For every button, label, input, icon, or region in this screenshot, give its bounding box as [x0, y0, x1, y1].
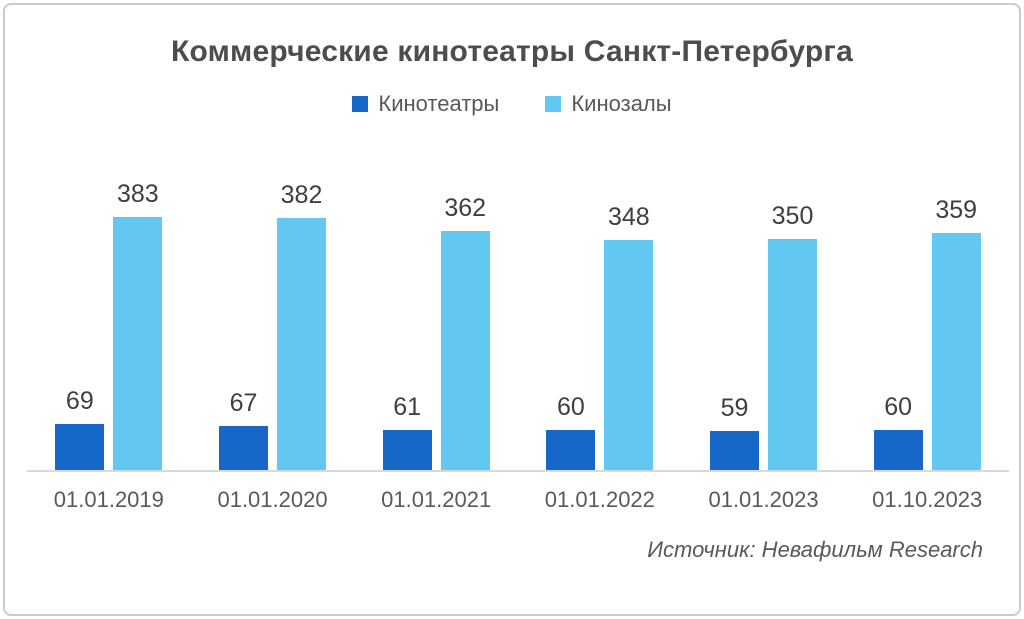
bar-column: 362 — [440, 194, 490, 470]
bar-column: 67 — [219, 389, 268, 470]
x-axis-label: 01.01.2020 — [217, 487, 328, 512]
bar-series-1 — [931, 233, 981, 470]
bar-group-0: 69 383 — [27, 180, 191, 470]
x-axis-labels: 01.01.2019 01.01.2020 01.01.2021 01.01.2022… — [27, 472, 1009, 513]
legend-item-1: Кинозалы — [545, 91, 672, 117]
legend-swatch-icon — [545, 96, 562, 112]
bar-value-label: 60 — [884, 393, 913, 421]
bar-group-2: 61 362 — [354, 194, 518, 470]
bar-series-0 — [382, 430, 432, 470]
bar-column: 348 — [604, 203, 654, 470]
legend-swatch-icon — [352, 96, 369, 112]
bar-group-3: 60 348 — [518, 203, 682, 470]
x-axis-label: 01.01.2019 — [53, 487, 164, 512]
bar-column: 61 — [382, 393, 432, 470]
legend-item-label: Кинотеатры — [378, 91, 500, 116]
bar-value-label: 60 — [556, 393, 585, 421]
bar-column: 60 — [873, 393, 923, 470]
bar-series-0 — [546, 430, 596, 470]
legend-item-0: Кинотеатры — [352, 91, 499, 117]
bar-column: 59 — [710, 394, 760, 470]
bar-value-label: 362 — [444, 194, 487, 222]
bar-series-1 — [768, 239, 818, 470]
x-axis-label: 01.01.2022 — [544, 487, 655, 512]
plot-area: 69 383 67 382 61 362 60 348 59 350 60 359 — [27, 169, 1009, 472]
bar-series-0 — [710, 431, 760, 470]
bar-value-label: 359 — [935, 196, 978, 224]
bar-group-4: 59 350 — [682, 202, 846, 470]
bar-series-1 — [277, 218, 326, 470]
bar-value-label: 59 — [720, 394, 749, 422]
x-axis-label: 01.01.2023 — [708, 487, 819, 512]
bar-series-0 — [55, 424, 105, 470]
bar-value-label: 69 — [65, 387, 94, 415]
bar-column: 350 — [768, 202, 818, 470]
bar-column: 69 — [55, 387, 105, 470]
bar-column: 60 — [546, 393, 596, 470]
bar-series-1 — [113, 217, 163, 470]
bar-value-label: 67 — [229, 389, 258, 417]
bar-series-0 — [873, 430, 923, 470]
bar-column: 382 — [277, 181, 326, 470]
chart-frame: Коммерческие кинотеатры Санкт-Петербурга… — [3, 3, 1021, 616]
bar-series-0 — [219, 426, 268, 470]
bar-column: 383 — [113, 180, 163, 470]
bar-value-label: 61 — [393, 393, 422, 421]
chart-title: Коммерческие кинотеатры Санкт-Петербурга — [171, 35, 853, 68]
bar-series-1 — [604, 240, 654, 470]
bar-value-label: 382 — [280, 181, 323, 209]
bar-value-label: 348 — [607, 203, 650, 231]
bar-value-label: 383 — [116, 180, 159, 208]
bar-column: 359 — [931, 196, 981, 470]
x-axis-label: 01.10.2023 — [872, 487, 983, 512]
legend-item-label: Кинозалы — [571, 91, 672, 116]
bar-series-1 — [440, 231, 490, 470]
x-axis-label: 01.01.2021 — [381, 487, 492, 512]
bar-group-5: 60 359 — [845, 196, 1009, 470]
source-note: Источник: Невафильм Research — [647, 537, 983, 562]
bar-value-label: 350 — [771, 202, 814, 230]
bar-group-1: 67 382 — [191, 181, 355, 470]
legend: Кинотеатры Кинозалы — [5, 91, 1019, 117]
